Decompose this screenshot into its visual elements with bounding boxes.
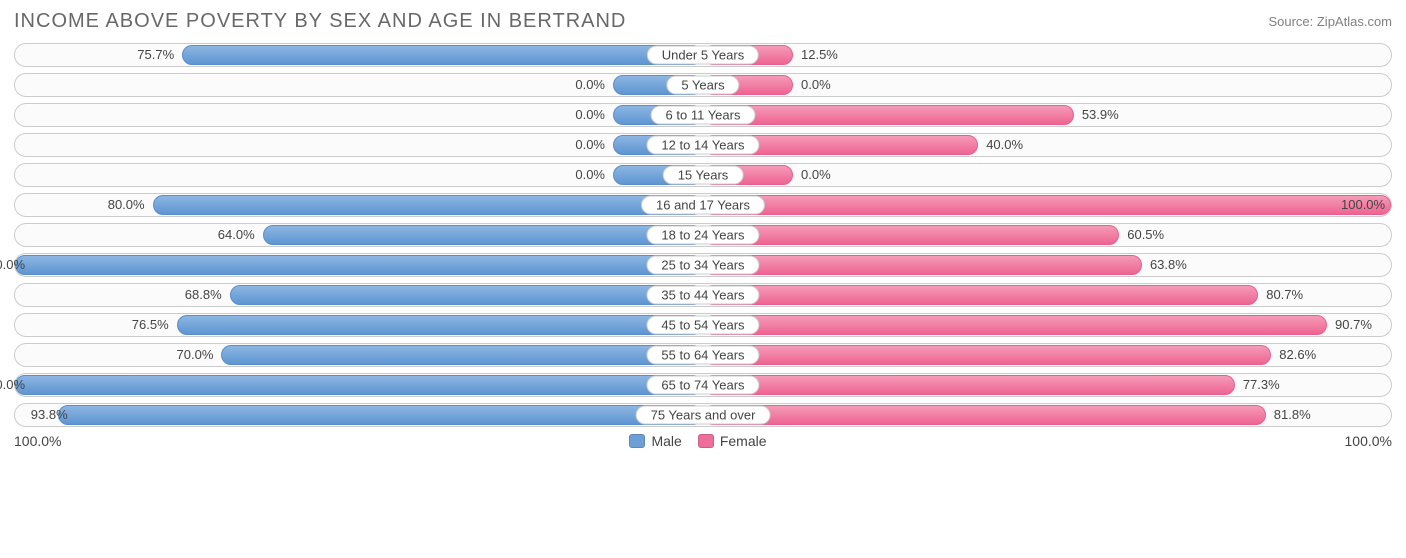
chart-row: 93.8% 81.8% 75 Years and over — [14, 403, 1392, 427]
value-label-female: 63.8% — [1150, 254, 1187, 278]
chart-row: 68.8% 80.7% 35 to 44 Years — [14, 283, 1392, 307]
value-label-female: 0.0% — [801, 74, 831, 98]
value-label-male: 75.7% — [137, 44, 174, 68]
chart-row: 100.0%63.8%25 to 34 Years — [14, 253, 1392, 277]
bar-male — [221, 345, 703, 365]
axis-left-label: 100.0% — [14, 433, 61, 449]
value-label-male: 70.0% — [177, 344, 214, 368]
bar-female — [703, 225, 1119, 245]
value-label-male: 80.0% — [108, 194, 145, 218]
bar-female — [703, 315, 1327, 335]
legend-label-female: Female — [720, 433, 767, 449]
value-label-female: 82.6% — [1279, 344, 1316, 368]
value-label-male: 0.0% — [575, 104, 605, 128]
legend-swatch-male — [629, 434, 645, 448]
value-label-male: 0.0% — [575, 134, 605, 158]
category-label: 55 to 64 Years — [646, 346, 759, 365]
category-label: 15 Years — [663, 166, 744, 185]
chart-row: 76.5% 90.7% 45 to 54 Years — [14, 313, 1392, 337]
category-label: 12 to 14 Years — [646, 136, 759, 155]
value-label-female: 100.0% — [1341, 194, 1385, 218]
value-label-male: 0.0% — [575, 74, 605, 98]
legend: Male Female — [629, 433, 776, 449]
chart-header: INCOME ABOVE POVERTY BY SEX AND AGE IN B… — [14, 10, 1392, 33]
bar-male — [177, 315, 703, 335]
value-label-male: 0.0% — [575, 164, 605, 188]
bar-male — [182, 45, 703, 65]
chart-row: 0.0% 40.0% 12 to 14 Years — [14, 133, 1392, 157]
value-label-male: 93.8% — [31, 404, 68, 428]
value-label-female: 90.7% — [1335, 314, 1372, 338]
chart-row: 100.0%77.3%65 to 74 Years — [14, 373, 1392, 397]
category-label: 5 Years — [666, 76, 739, 95]
category-label: 25 to 34 Years — [646, 256, 759, 275]
chart-rows: 75.7%12.5%Under 5 Years0.0%0.0%5 Years0.… — [14, 43, 1392, 427]
axis-right-label: 100.0% — [1345, 433, 1392, 449]
value-label-female: 53.9% — [1082, 104, 1119, 128]
chart-row: 75.7% 12.5% Under 5 Years — [14, 43, 1392, 67]
category-label: Under 5 Years — [647, 46, 759, 65]
chart-row: 0.0% 53.9% 6 to 11 Years — [14, 103, 1392, 127]
bar-female — [703, 285, 1258, 305]
bar-male — [15, 375, 703, 395]
category-label: 45 to 54 Years — [646, 316, 759, 335]
value-label-male: 100.0% — [0, 254, 25, 278]
value-label-male: 100.0% — [0, 374, 25, 398]
category-label: 18 to 24 Years — [646, 226, 759, 245]
chart-container: INCOME ABOVE POVERTY BY SEX AND AGE IN B… — [0, 0, 1406, 457]
bar-male — [58, 405, 703, 425]
bar-female — [703, 375, 1235, 395]
category-label: 65 to 74 Years — [646, 376, 759, 395]
chart-row: 64.0% 60.5% 18 to 24 Years — [14, 223, 1392, 247]
bar-male — [230, 285, 703, 305]
value-label-female: 60.5% — [1127, 224, 1164, 248]
chart-row: 70.0% 82.6% 55 to 64 Years — [14, 343, 1392, 367]
chart-footer: 100.0% Male Female 100.0% — [14, 433, 1392, 449]
value-label-male: 68.8% — [185, 284, 222, 308]
value-label-male: 64.0% — [218, 224, 255, 248]
chart-title: INCOME ABOVE POVERTY BY SEX AND AGE IN B… — [14, 10, 626, 33]
value-label-female: 12.5% — [801, 44, 838, 68]
bar-female — [703, 195, 1391, 215]
bar-male — [153, 195, 703, 215]
bar-male — [263, 225, 703, 245]
value-label-female: 80.7% — [1266, 284, 1303, 308]
category-label: 35 to 44 Years — [646, 286, 759, 305]
legend-swatch-female — [698, 434, 714, 448]
chart-source: Source: ZipAtlas.com — [1268, 10, 1392, 29]
value-label-female: 81.8% — [1274, 404, 1311, 428]
chart-row: 0.0% 0.0% 5 Years — [14, 73, 1392, 97]
category-label: 16 and 17 Years — [641, 196, 765, 215]
value-label-male: 76.5% — [132, 314, 169, 338]
category-label: 6 to 11 Years — [651, 106, 756, 125]
legend-label-male: Male — [651, 433, 681, 449]
chart-row: 80.0% 100.0% 16 and 17 Years — [14, 193, 1392, 217]
bar-female — [703, 405, 1266, 425]
bar-female — [703, 345, 1271, 365]
bar-female — [703, 255, 1142, 275]
chart-row: 0.0% 0.0% 15 Years — [14, 163, 1392, 187]
value-label-female: 77.3% — [1243, 374, 1280, 398]
value-label-female: 40.0% — [986, 134, 1023, 158]
bar-female — [703, 105, 1074, 125]
value-label-female: 0.0% — [801, 164, 831, 188]
bar-male — [15, 255, 703, 275]
category-label: 75 Years and over — [636, 406, 771, 425]
